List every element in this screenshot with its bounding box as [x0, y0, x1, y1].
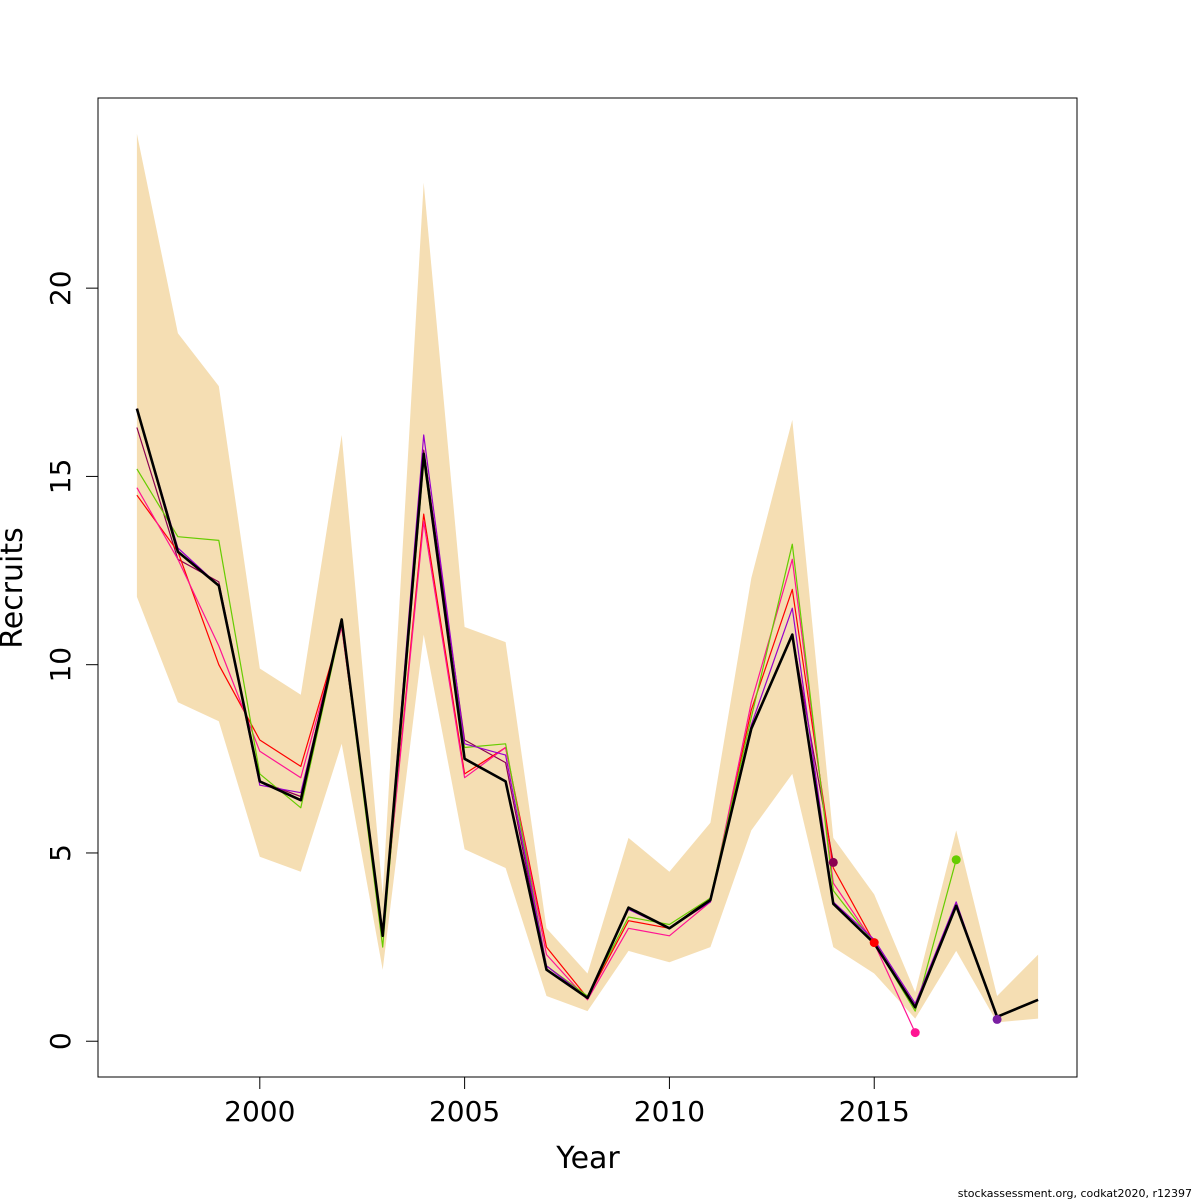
y-tick-label-0: 0 — [44, 1032, 77, 1050]
x-tick-label-2000: 2000 — [224, 1095, 295, 1128]
series-line-retro-2016 — [136, 487, 916, 1033]
x-axis: 2000 2005 2010 2015 — [224, 1076, 910, 1128]
endpoint-retro-2014 — [828, 857, 838, 867]
footer-credit: stockassessment.org, codkat2020, r12397 — [958, 1187, 1192, 1200]
y-tick-label-5: 5 — [44, 844, 77, 862]
y-tick-label-10: 10 — [44, 647, 77, 683]
x-tick-label-2010: 2010 — [634, 1095, 705, 1128]
series-line-base — [135, 408, 1039, 1019]
y-axis: 0 5 10 15 20 — [44, 270, 99, 1050]
series-line-retro-2018 — [136, 408, 998, 1020]
endpoint-retro-2016 — [910, 1028, 920, 1038]
confidence-band-layer — [136, 133, 1039, 1023]
endpoint-retro-2015 — [869, 938, 879, 948]
endpoint-retro-2018 — [992, 1014, 1002, 1024]
endpoint-retro-2017 — [951, 855, 961, 865]
y-tick-label-15: 15 — [44, 459, 77, 495]
y-axis-title: Recruits — [0, 527, 30, 649]
x-tick-label-2005: 2005 — [429, 1095, 500, 1128]
series-layer — [135, 408, 1039, 1033]
y-tick-label-20: 20 — [44, 270, 77, 306]
confidence-band — [136, 133, 1039, 1023]
x-axis-title: Year — [555, 1141, 620, 1176]
x-tick-label-2015: 2015 — [839, 1095, 910, 1128]
endpoint-layer — [828, 855, 1002, 1038]
